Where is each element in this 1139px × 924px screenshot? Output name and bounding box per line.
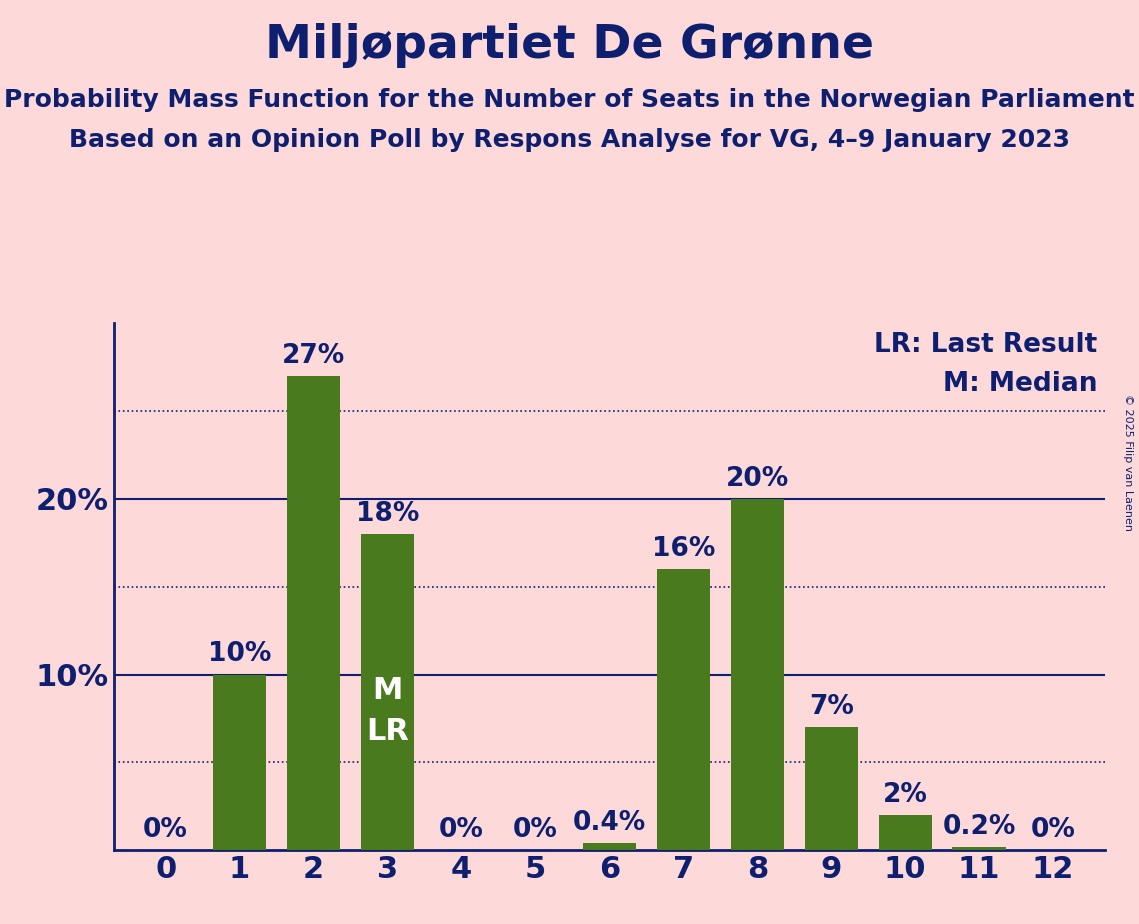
Bar	[878, 815, 932, 850]
Bar	[287, 376, 341, 850]
Text: Based on an Opinion Poll by Respons Analyse for VG, 4–9 January 2023: Based on an Opinion Poll by Respons Anal…	[69, 128, 1070, 152]
Bar	[583, 843, 636, 850]
Text: M
LR: M LR	[366, 676, 409, 746]
Text: 0%: 0%	[513, 817, 558, 843]
Bar	[361, 534, 415, 850]
Bar	[804, 727, 858, 850]
Text: 0%: 0%	[1031, 817, 1075, 843]
Bar	[730, 499, 784, 850]
Bar	[657, 569, 710, 850]
Text: 0%: 0%	[144, 817, 188, 843]
Text: M: Median: M: Median	[943, 371, 1098, 396]
Text: Probability Mass Function for the Number of Seats in the Norwegian Parliament: Probability Mass Function for the Number…	[5, 88, 1134, 112]
Text: 0.4%: 0.4%	[573, 810, 646, 836]
Text: 10%: 10%	[208, 641, 271, 667]
Text: 0%: 0%	[439, 817, 484, 843]
Bar	[213, 675, 267, 850]
Text: 16%: 16%	[652, 536, 715, 562]
Text: 18%: 18%	[355, 501, 419, 527]
Text: Miljøpartiet De Grønne: Miljøpartiet De Grønne	[265, 23, 874, 68]
Text: 7%: 7%	[809, 694, 853, 720]
Text: 27%: 27%	[282, 343, 345, 369]
Text: © 2025 Filip van Laenen: © 2025 Filip van Laenen	[1123, 394, 1133, 530]
Text: 2%: 2%	[883, 782, 927, 808]
Bar	[952, 846, 1006, 850]
Text: LR: Last Result: LR: Last Result	[875, 333, 1098, 359]
Text: 20%: 20%	[726, 466, 789, 492]
Text: 0.2%: 0.2%	[942, 813, 1016, 840]
